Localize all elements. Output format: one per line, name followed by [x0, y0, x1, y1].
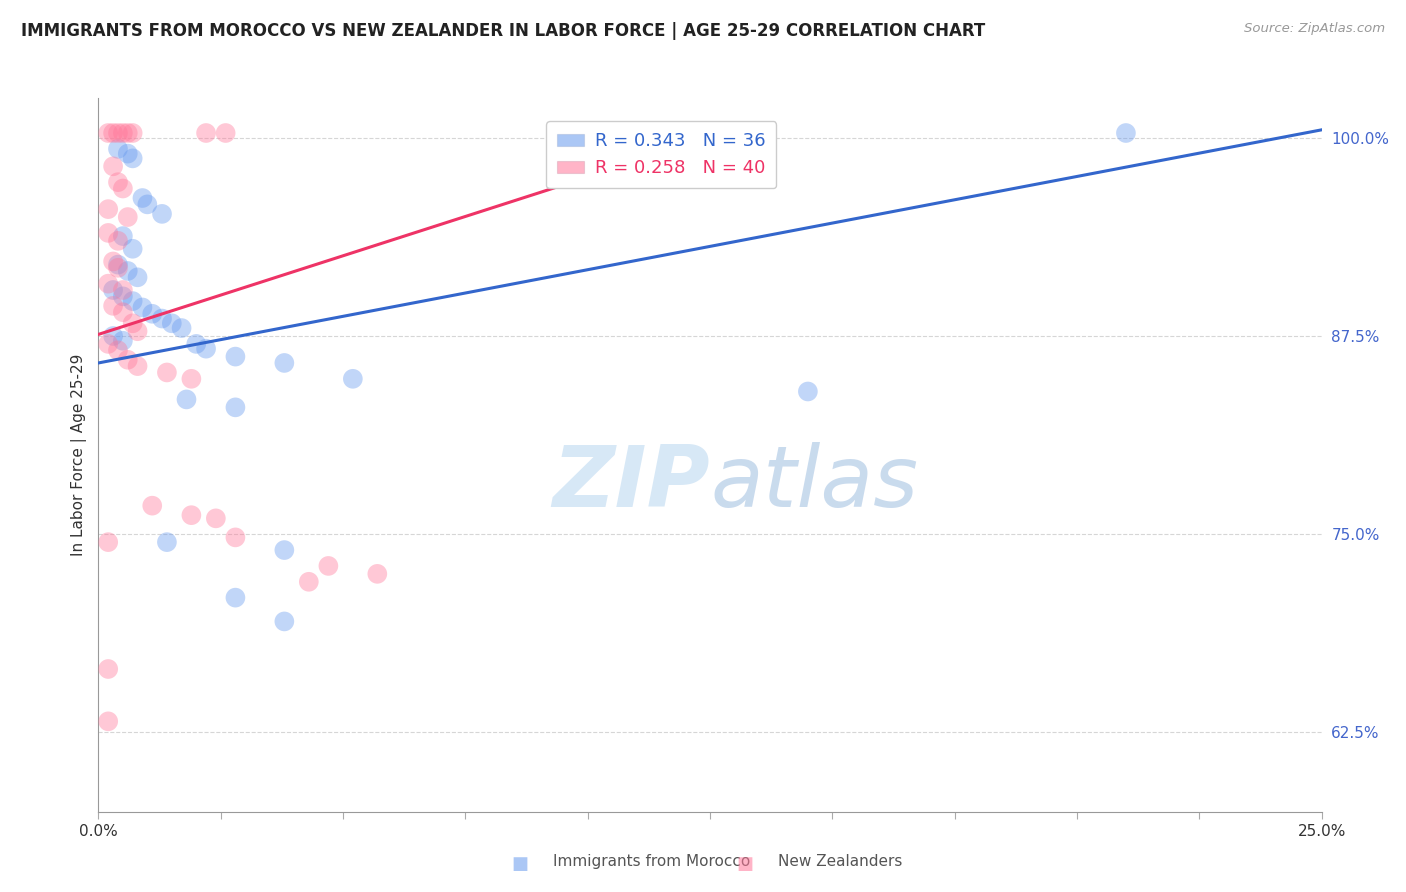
Point: [107, 258, 129, 272]
Point: [224, 530, 246, 544]
Point: [107, 142, 129, 156]
Point: [107, 343, 129, 358]
Point: [107, 126, 129, 140]
Point: [101, 254, 124, 268]
Point: [111, 126, 134, 140]
Point: [121, 152, 143, 166]
Text: Immigrants from Morocco: Immigrants from Morocco: [553, 854, 749, 869]
Point: [224, 350, 246, 364]
Point: [127, 324, 149, 338]
Point: [180, 508, 202, 523]
Point: [117, 126, 139, 140]
Point: [121, 316, 143, 330]
Text: ZIP: ZIP: [553, 442, 710, 525]
Point: [170, 321, 193, 335]
Point: [156, 366, 179, 380]
Legend: R = 0.343   N = 36, R = 0.258   N = 40: R = 0.343 N = 36, R = 0.258 N = 40: [546, 121, 776, 188]
Point: [107, 260, 129, 275]
Point: [97, 714, 120, 729]
Point: [97, 535, 120, 549]
Point: [97, 662, 120, 676]
Point: [298, 574, 321, 589]
Point: [318, 558, 340, 573]
Point: [117, 352, 139, 367]
Text: atlas: atlas: [710, 442, 918, 525]
Point: [111, 305, 134, 319]
Point: [1115, 126, 1137, 140]
Point: [101, 159, 124, 173]
Point: [97, 277, 120, 291]
Point: [195, 342, 218, 356]
Point: [273, 356, 295, 370]
Point: [224, 401, 246, 415]
Point: [101, 126, 124, 140]
Point: [111, 289, 134, 303]
Point: [342, 372, 364, 386]
Text: ■: ■: [737, 855, 754, 873]
Point: [127, 270, 149, 285]
Point: [156, 535, 179, 549]
Point: [150, 207, 173, 221]
Point: [186, 337, 208, 351]
Point: [180, 372, 202, 386]
Point: [111, 181, 134, 195]
Point: [176, 392, 198, 407]
Point: [111, 334, 134, 348]
Point: [97, 226, 120, 240]
Point: [121, 242, 143, 256]
Y-axis label: In Labor Force | Age 25-29: In Labor Force | Age 25-29: [72, 354, 87, 556]
Point: [141, 499, 163, 513]
Point: [121, 126, 143, 140]
Point: [131, 301, 153, 315]
Point: [101, 283, 124, 297]
Point: [97, 202, 120, 216]
Point: [127, 359, 149, 373]
Point: [131, 191, 153, 205]
Point: [117, 146, 139, 161]
Point: [797, 384, 820, 399]
Point: [101, 299, 124, 313]
Text: New Zealanders: New Zealanders: [778, 854, 901, 869]
Text: ■: ■: [512, 855, 529, 873]
Point: [97, 337, 120, 351]
Point: [195, 126, 218, 140]
Point: [136, 197, 159, 211]
Point: [111, 229, 134, 244]
Point: [273, 543, 295, 558]
Point: [273, 615, 295, 629]
Point: [366, 566, 388, 581]
Point: [160, 316, 183, 330]
Point: [107, 175, 129, 189]
Point: [97, 126, 120, 140]
Text: Source: ZipAtlas.com: Source: ZipAtlas.com: [1244, 22, 1385, 36]
Point: [101, 329, 124, 343]
Point: [214, 126, 236, 140]
Point: [117, 264, 139, 278]
Point: [205, 511, 228, 525]
Point: [150, 311, 173, 326]
Point: [117, 210, 139, 224]
Point: [107, 234, 129, 248]
Point: [141, 307, 163, 321]
Text: IMMIGRANTS FROM MOROCCO VS NEW ZEALANDER IN LABOR FORCE | AGE 25-29 CORRELATION : IMMIGRANTS FROM MOROCCO VS NEW ZEALANDER…: [21, 22, 986, 40]
Point: [111, 283, 134, 297]
Point: [224, 591, 246, 605]
Point: [121, 294, 143, 309]
